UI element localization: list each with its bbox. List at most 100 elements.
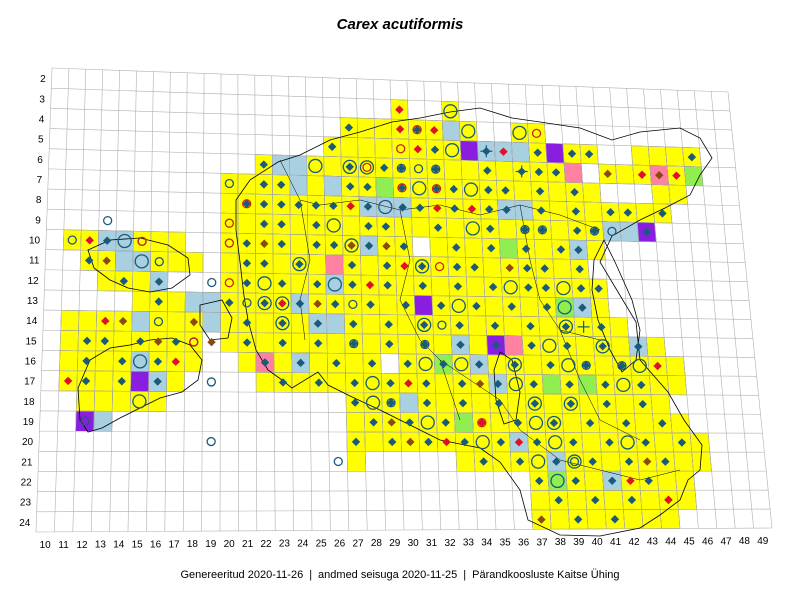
x-axis-label: 22	[260, 539, 272, 550]
grid-cell-17-45	[667, 375, 688, 396]
blue-diamond-5-38	[533, 148, 542, 157]
x-axis-label: 23	[279, 539, 291, 550]
grid-vline	[541, 85, 570, 530]
ring-marker-14-23	[275, 315, 290, 331]
grid-cell-14-34	[467, 315, 487, 336]
ring-marker-16-39	[561, 358, 576, 373]
x-axis-label: 33	[463, 538, 475, 549]
grid-cell-15-14	[113, 330, 132, 352]
grid-cell-15-28	[362, 333, 381, 354]
brown-diamond-10-29	[382, 241, 391, 251]
blue-cell-6-23	[272, 154, 290, 176]
blue-diamond-14-21	[242, 318, 252, 327]
purple-cell-5-34	[459, 140, 479, 161]
blue-diamond-8-21	[242, 199, 251, 208]
blue-diamond-19-44	[658, 419, 667, 428]
open-circle-9-38	[537, 225, 548, 235]
brown-diamond-10-22	[260, 239, 269, 248]
blue-diamond-21-40	[588, 457, 597, 466]
x-axis-label: 30	[408, 538, 420, 549]
grid-hline	[47, 208, 742, 225]
grid-cell-14-32	[432, 315, 452, 336]
grid-cell-14-22	[255, 312, 274, 334]
grid-cell-16-21	[237, 352, 257, 373]
blue-diamond-8-35	[485, 205, 494, 214]
blue-diamond-16-26	[332, 358, 341, 368]
grid-cell-23-37	[530, 490, 551, 511]
blue-diamond-22-43	[644, 476, 653, 485]
brown-diamond-14-18	[189, 317, 199, 327]
blue-diamond-15-43	[634, 342, 643, 351]
blue-diamond-16-34	[474, 360, 484, 369]
blue-diamond-13-40	[578, 303, 587, 312]
red-circle-5-30	[396, 144, 406, 154]
ring-marker-5-33	[444, 143, 460, 158]
grid-vline	[372, 79, 386, 531]
y-axis-label: 3	[39, 94, 45, 105]
blue-diamond-19-32	[441, 418, 450, 427]
blue-diamond-5-47	[687, 152, 697, 162]
grid-vline	[457, 82, 478, 530]
grid-cell-23-41	[603, 490, 624, 510]
blue-diamond-9-44	[642, 227, 651, 237]
x-axis-label: 47	[720, 536, 732, 547]
grid-cell-5-30	[391, 138, 410, 159]
blue-diamond-20-35	[496, 437, 506, 447]
blue-diamond-7-22	[259, 180, 269, 189]
blue-diamond-12-37	[524, 283, 533, 292]
ring-marker-13-23	[275, 296, 290, 311]
grid-vline	[201, 73, 205, 532]
ring-marker-12-39	[556, 280, 571, 296]
blue-diamond-18-33	[458, 398, 468, 408]
blue-diamond-15-33	[456, 340, 465, 349]
x-axis-label: 39	[573, 537, 585, 548]
y-axis-label: 7	[37, 175, 43, 186]
y-axis-label: 10	[29, 235, 41, 246]
grid-cell-15-11	[59, 330, 79, 352]
blue-diamond-9-35	[486, 224, 495, 233]
x-axis-label: 46	[702, 536, 714, 547]
red-diamond-13-23	[278, 299, 287, 308]
ring-marker-7-34	[463, 182, 479, 197]
blue-diamond-15-23	[278, 338, 287, 348]
grid-cell-5-45	[648, 146, 668, 167]
brown-diamond-10-27	[347, 241, 356, 250]
x-axis-label: 42	[628, 537, 640, 548]
blue-diamond-8-25	[311, 201, 321, 210]
red-diamond-8-34	[467, 204, 477, 214]
grid-vline	[127, 70, 137, 532]
grid-cell-14-17	[166, 311, 186, 333]
blue-diamond-18-31	[422, 398, 432, 408]
y-axis-label: 21	[21, 457, 33, 468]
blue-diamond-10-39	[556, 245, 566, 254]
grid-vline	[237, 74, 239, 531]
blue-diamond-18-35	[494, 399, 504, 408]
blue-diamond-13-16	[154, 297, 163, 306]
grid-cell-19-27	[346, 412, 366, 433]
blue-diamond-5-26	[327, 142, 337, 151]
blue-diamond-6-27	[345, 162, 354, 172]
grid-cell-6-33	[443, 159, 463, 180]
grid-hline	[51, 67, 729, 93]
grid-hline	[42, 329, 753, 339]
grid-cell-20-40	[581, 432, 602, 453]
ring-marker-16-33	[454, 357, 469, 372]
grid-cell-19-39	[562, 413, 582, 433]
blue-diamond-11-29	[382, 261, 392, 270]
grid-cell-21-41	[600, 451, 621, 472]
y-axis-label: 8	[36, 195, 42, 206]
x-axis-label: 26	[334, 538, 346, 549]
grid-cell-9-27	[341, 215, 361, 237]
red-circle-12-20	[224, 278, 234, 288]
blue-diamond-15-37	[527, 341, 536, 350]
grid-vline	[305, 76, 313, 531]
grid-cell-15-30	[397, 334, 417, 355]
blue-diamond-15-15	[136, 337, 145, 346]
blue-diamond-5-41	[584, 149, 594, 159]
blue-cell-19-13	[93, 410, 113, 432]
open-circle-10-11	[67, 235, 77, 245]
blue-diamond-11-27	[347, 260, 357, 270]
grid-cell-6-26	[323, 156, 342, 177]
blue-diamond-8-23	[277, 200, 286, 209]
pink-cell-6-40	[563, 162, 583, 184]
